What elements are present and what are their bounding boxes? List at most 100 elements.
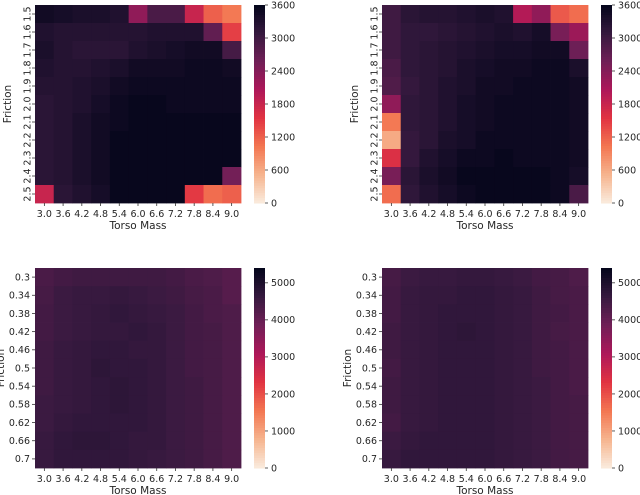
heatmap-cell	[438, 413, 458, 433]
heatmap-cell	[147, 286, 167, 305]
colorbar-strip	[601, 44, 612, 48]
heatmap-cell	[222, 268, 242, 287]
heatmap-cell	[166, 268, 186, 287]
colorbar-strip	[254, 22, 265, 26]
colorbar-strip	[254, 448, 265, 451]
colorbar-strip	[601, 300, 612, 304]
colorbar-strip	[254, 383, 265, 386]
heatmap-cell	[438, 5, 458, 24]
colorbar-strip	[254, 29, 265, 33]
colorbar-strip	[601, 81, 612, 85]
heatmap-cell	[382, 413, 402, 433]
heatmap-cell	[513, 322, 533, 342]
heatmap-cell	[35, 5, 55, 24]
x-tick-label: 6.6	[496, 474, 511, 485]
colorbar-strip	[254, 131, 265, 135]
heatmap-cell	[456, 131, 477, 150]
heatmap-cell	[550, 77, 570, 96]
y-tick-label: 1.6	[22, 24, 33, 39]
colorbar-strip	[254, 455, 265, 459]
heatmap-cell	[569, 185, 589, 204]
colorbar-strip	[601, 89, 612, 93]
heatmap-cell	[419, 377, 439, 396]
colorbar-strip	[601, 56, 612, 60]
heatmap-cell	[166, 113, 186, 132]
heatmap-cell	[222, 113, 242, 132]
heatmap-cell	[531, 286, 551, 305]
heatmap-cell	[513, 304, 533, 323]
heatmap-cell	[400, 113, 420, 132]
heatmap-cell	[53, 377, 73, 396]
colorbar-strip	[601, 430, 612, 434]
heatmap-cell	[222, 95, 242, 114]
colorbar-strip	[254, 133, 265, 137]
heatmap-cell	[569, 340, 589, 360]
heatmap-cell	[184, 358, 204, 378]
heatmap-cell	[35, 59, 55, 78]
colorbar-strip	[601, 42, 612, 46]
colorbar-strip	[254, 195, 265, 199]
colorbar-strip	[254, 94, 265, 98]
heatmap-cell	[53, 113, 73, 132]
heatmap-cell	[147, 431, 167, 451]
colorbar-strip	[601, 273, 612, 276]
heatmap-cell	[438, 449, 458, 469]
heatmap-cell	[109, 23, 130, 42]
heatmap-cell	[203, 131, 223, 150]
colorbar-strip	[601, 136, 612, 140]
x-axis-label: Torso Mass	[455, 220, 513, 232]
colorbar-strip	[254, 360, 265, 364]
colorbar-strip	[601, 180, 612, 184]
colorbar-strip	[254, 423, 265, 426]
colorbar-strip	[601, 268, 612, 271]
colorbar-strip	[254, 400, 265, 404]
heatmap-cell	[35, 131, 55, 150]
heatmap-cell	[475, 286, 495, 305]
heatmap-cell	[550, 358, 570, 378]
heatmap-cell	[203, 113, 223, 132]
heatmap-cell	[400, 340, 420, 360]
y-tick-label: 2.1	[369, 114, 380, 129]
heatmap-cell	[147, 377, 167, 396]
colorbar-strip	[254, 173, 265, 177]
heatmap-cell	[128, 185, 148, 204]
y-tick-label: 1.6	[369, 24, 380, 39]
heatmap-cell	[531, 77, 551, 96]
x-tick-label: 3.0	[37, 209, 52, 220]
heatmap-cell	[203, 23, 223, 42]
x-tick-label: 7.2	[515, 474, 530, 485]
heatmap-cell	[184, 395, 204, 414]
colorbar-strip	[601, 345, 612, 349]
heatmap-cell	[531, 304, 551, 323]
heatmap-cell	[53, 149, 73, 168]
colorbar-strip	[601, 275, 612, 279]
colorbar-strip	[601, 158, 612, 162]
heatmap-cell	[382, 149, 402, 168]
heatmap-cell	[166, 304, 186, 323]
heatmap-cell	[203, 149, 223, 168]
colorbar-strip	[601, 37, 612, 41]
heatmap-cell	[35, 185, 55, 204]
heatmap-cell	[128, 395, 148, 414]
colorbar-tick-label: 2400	[271, 66, 295, 77]
heatmap-cell	[531, 185, 551, 204]
colorbar-strip	[601, 5, 612, 8]
x-tick-label: 5.4	[112, 474, 127, 485]
colorbar-strip	[254, 438, 265, 441]
heatmap-cell	[494, 149, 514, 168]
heatmap-cell	[128, 95, 148, 114]
colorbar-strip	[254, 453, 265, 456]
heatmap-cell	[222, 23, 242, 42]
heatmap-cell	[53, 431, 73, 451]
colorbar-strip	[601, 160, 612, 164]
heatmap-cell	[456, 149, 477, 168]
x-tick-label: 4.2	[421, 474, 436, 485]
heatmap-cell	[72, 268, 92, 287]
heatmap-cell	[438, 268, 458, 287]
heatmap-cell	[382, 77, 402, 96]
heatmap-cell	[513, 377, 533, 396]
heatmap-cell	[531, 59, 551, 78]
colorbar-strip	[601, 415, 612, 419]
colorbar-strip	[601, 52, 612, 55]
colorbar-strip	[601, 151, 612, 155]
